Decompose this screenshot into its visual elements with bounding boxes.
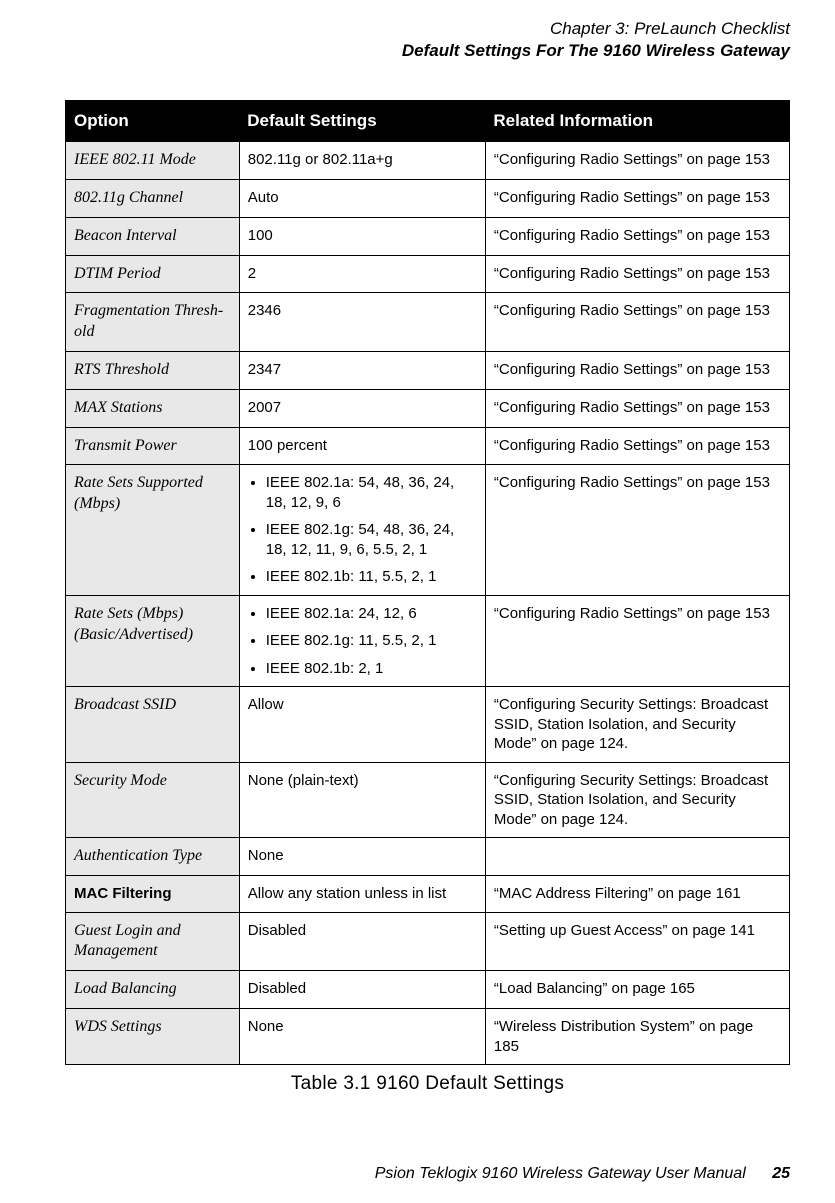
option-cell: Authentication Type	[66, 838, 240, 876]
table-row: Beacon Interval100“Configuring Radio Set…	[66, 217, 790, 255]
related-cell	[485, 838, 789, 876]
default-cell: Allow any station unless in list	[239, 876, 485, 913]
related-cell: “Configuring Radio Settings” on page 153	[485, 427, 789, 465]
related-cell: “Configuring Radio Settings” on page 153	[485, 351, 789, 389]
default-cell: 100	[239, 217, 485, 255]
related-cell: “Configuring Security Settings: Broadcas…	[485, 687, 789, 763]
table-row: Security ModeNone (plain-text)“Configuri…	[66, 762, 790, 838]
rates-list: IEEE 802.1a: 54, 48, 36, 24, 18, 12, 9, …	[248, 473, 477, 587]
related-cell: “Configuring Radio Settings” on page 153	[485, 389, 789, 427]
table-row: Guest Login and ManagementDisabled“Setti…	[66, 912, 790, 971]
default-cell: Auto	[239, 179, 485, 217]
chapter-header: Chapter 3: PreLaunch Checklist Default S…	[65, 18, 790, 62]
table-row: MAC FilteringAllow any station unless in…	[66, 876, 790, 913]
footer-manual-title: Psion Teklogix 9160 Wireless Gateway Use…	[375, 1165, 746, 1182]
default-cell: 2007	[239, 389, 485, 427]
related-cell: “Configuring Security Settings: Broadcas…	[485, 762, 789, 838]
related-cell: “Configuring Radio Settings” on page 153	[485, 217, 789, 255]
rates-list: IEEE 802.1a: 24, 12, 6 IEEE 802.1g: 11, 5…	[248, 604, 477, 679]
option-cell: Security Mode	[66, 762, 240, 838]
related-cell: “Wireless Distribution System” on page 1…	[485, 1009, 789, 1065]
default-cell: 100 percent	[239, 427, 485, 465]
related-cell: “Configuring Radio Settings” on page 153	[485, 179, 789, 217]
list-item: IEEE 802.1b: 11, 5.5, 2, 1	[266, 567, 477, 587]
col-header-default: Default Settings	[239, 101, 485, 142]
table-caption: Table 3.1 9160 Default Settings	[65, 1073, 790, 1095]
related-cell: “MAC Address Filtering” on page 161	[485, 876, 789, 913]
list-item: IEEE 802.1g: 11, 5.5, 2, 1	[266, 631, 477, 651]
default-cell: Disabled	[239, 912, 485, 971]
chapter-header-line2: Default Settings For The 9160 Wireless G…	[65, 40, 790, 62]
option-cell: Broadcast SSID	[66, 687, 240, 763]
table-row: Broadcast SSIDAllow“Configuring Security…	[66, 687, 790, 763]
table-row: IEEE 802.11 Mode802.11g or 802.11a+g“Con…	[66, 142, 790, 180]
default-cell: None (plain-text)	[239, 762, 485, 838]
list-item: IEEE 802.1b: 2, 1	[266, 659, 477, 679]
default-cell: 2347	[239, 351, 485, 389]
table-row: Fragmentation Thresh-old2346“Configuring…	[66, 293, 790, 352]
col-header-related: Related Information	[485, 101, 789, 142]
option-cell: Beacon Interval	[66, 217, 240, 255]
option-cell: RTS Threshold	[66, 351, 240, 389]
table-row: 802.11g ChannelAuto“Configuring Radio Se…	[66, 179, 790, 217]
footer-page-number: 25	[772, 1165, 790, 1182]
col-header-option: Option	[66, 101, 240, 142]
option-cell: Transmit Power	[66, 427, 240, 465]
related-cell: “Setting up Guest Access” on page 141	[485, 912, 789, 971]
option-cell: Rate Sets (Mbps) (Basic/Advertised)	[66, 595, 240, 687]
default-cell: Disabled	[239, 971, 485, 1009]
related-cell: “Load Balancing” on page 165	[485, 971, 789, 1009]
option-cell: DTIM Period	[66, 255, 240, 293]
default-cell: 2	[239, 255, 485, 293]
table-row: Rate Sets Supported (Mbps) IEEE 802.1a: 5…	[66, 465, 790, 596]
table-row: Load BalancingDisabled“Load Balancing” o…	[66, 971, 790, 1009]
table-row: DTIM Period2“Configuring Radio Settings”…	[66, 255, 790, 293]
list-item: IEEE 802.1a: 24, 12, 6	[266, 604, 477, 624]
page-footer: Psion Teklogix 9160 Wireless Gateway Use…	[65, 1165, 790, 1183]
table-row: Transmit Power100 percent“Configuring Ra…	[66, 427, 790, 465]
related-cell: “Configuring Radio Settings” on page 153	[485, 595, 789, 687]
option-cell: MAX Stations	[66, 389, 240, 427]
default-cell: 2346	[239, 293, 485, 352]
related-cell: “Configuring Radio Settings” on page 153	[485, 293, 789, 352]
default-cell: 802.11g or 802.11a+g	[239, 142, 485, 180]
document-page: Chapter 3: PreLaunch Checklist Default S…	[0, 0, 835, 1203]
settings-table: Option Default Settings Related Informat…	[65, 100, 790, 1065]
settings-table-body: IEEE 802.11 Mode802.11g or 802.11a+g“Con…	[66, 142, 790, 1065]
list-item: IEEE 802.1a: 54, 48, 36, 24, 18, 12, 9, …	[266, 473, 477, 512]
table-row: Rate Sets (Mbps) (Basic/Advertised) IEEE…	[66, 595, 790, 687]
option-cell: IEEE 802.11 Mode	[66, 142, 240, 180]
table-row: RTS Threshold2347“Configuring Radio Sett…	[66, 351, 790, 389]
option-cell: 802.11g Channel	[66, 179, 240, 217]
option-cell: Guest Login and Management	[66, 912, 240, 971]
option-cell: Load Balancing	[66, 971, 240, 1009]
default-cell: Allow	[239, 687, 485, 763]
list-item: IEEE 802.1g: 54, 48, 36, 24, 18, 12, 11,…	[266, 520, 477, 559]
default-cell: None	[239, 838, 485, 876]
option-cell: Rate Sets Supported (Mbps)	[66, 465, 240, 596]
chapter-header-line1: Chapter 3: PreLaunch Checklist	[65, 18, 790, 40]
option-cell: MAC Filtering	[66, 876, 240, 913]
table-row: WDS SettingsNone“Wireless Distribution S…	[66, 1009, 790, 1065]
default-cell: IEEE 802.1a: 54, 48, 36, 24, 18, 12, 9, …	[239, 465, 485, 596]
default-cell: IEEE 802.1a: 24, 12, 6 IEEE 802.1g: 11, 5…	[239, 595, 485, 687]
default-cell: None	[239, 1009, 485, 1065]
related-cell: “Configuring Radio Settings” on page 153	[485, 255, 789, 293]
related-cell: “Configuring Radio Settings” on page 153	[485, 142, 789, 180]
option-cell: Fragmentation Thresh-old	[66, 293, 240, 352]
table-row: MAX Stations2007“Configuring Radio Setti…	[66, 389, 790, 427]
option-cell: WDS Settings	[66, 1009, 240, 1065]
table-row: Authentication TypeNone	[66, 838, 790, 876]
related-cell: “Configuring Radio Settings” on page 153	[485, 465, 789, 596]
table-header-row: Option Default Settings Related Informat…	[66, 101, 790, 142]
